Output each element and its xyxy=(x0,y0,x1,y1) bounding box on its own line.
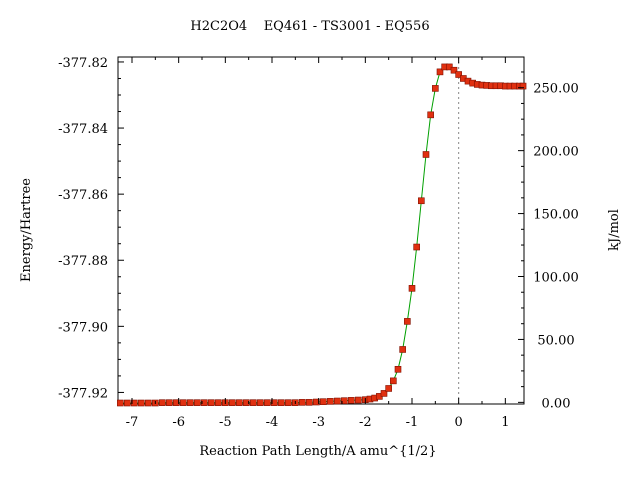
x-tick-label: 0 xyxy=(455,415,463,430)
data-point xyxy=(124,399,131,407)
chart-title: H2C2O4 EQ461 - TS3001 - EQ556 xyxy=(190,19,429,34)
data-point xyxy=(215,399,222,406)
y2-tick-label: 50.00 xyxy=(537,333,574,348)
x-axis-title: Reaction Path Length/A amu^{1/2} xyxy=(199,444,436,459)
data-point xyxy=(320,398,327,405)
data-point xyxy=(334,397,341,405)
data-point xyxy=(355,396,362,404)
y-tick-label: -377.84 xyxy=(58,122,108,137)
data-point xyxy=(285,399,292,406)
data-point xyxy=(208,399,215,406)
x-tick-label: -2 xyxy=(359,415,372,430)
data-point xyxy=(159,399,166,406)
data-point xyxy=(264,399,271,406)
y-tick-label: -377.92 xyxy=(58,386,108,401)
x-tick-label: -4 xyxy=(266,415,279,430)
data-point xyxy=(194,399,201,406)
y2-tick-label: 0.00 xyxy=(542,396,571,411)
data-point xyxy=(306,399,313,406)
x-tick-label: 1 xyxy=(501,415,509,430)
data-point xyxy=(450,66,458,74)
data-point xyxy=(380,390,388,397)
y-tick-label: -377.90 xyxy=(58,320,108,335)
data-point xyxy=(394,365,402,373)
y-tick-label: -377.86 xyxy=(58,188,108,203)
data-point xyxy=(390,377,397,385)
data-point xyxy=(385,385,392,392)
data-point xyxy=(341,397,348,404)
y2-tick-label: 100.00 xyxy=(533,271,579,286)
data-point xyxy=(236,399,243,406)
data-point xyxy=(404,318,411,325)
series-line xyxy=(120,66,524,404)
y2-tick-label: 200.00 xyxy=(533,145,579,160)
data-point xyxy=(187,399,194,406)
data-point xyxy=(145,399,152,407)
data-point xyxy=(408,285,416,292)
data-point xyxy=(250,399,257,406)
data-point xyxy=(519,82,527,90)
data-point xyxy=(131,399,138,407)
data-point xyxy=(432,85,439,92)
data-point xyxy=(313,398,320,406)
data-point xyxy=(422,151,430,158)
y2-tick-label: 150.00 xyxy=(533,208,579,223)
data-point xyxy=(117,399,124,407)
data-point xyxy=(180,399,187,406)
data-point xyxy=(243,399,250,406)
y-axis-title: Energy/Hartree xyxy=(19,178,34,282)
data-point xyxy=(436,68,444,76)
x-tick-label: -5 xyxy=(219,415,232,430)
x-tick-label: -7 xyxy=(126,415,139,430)
data-point xyxy=(138,399,145,407)
y-tick-label: -377.88 xyxy=(58,254,108,269)
data-point xyxy=(348,397,355,404)
data-point xyxy=(455,71,462,78)
x-tick-label: -6 xyxy=(172,415,185,430)
y2-tick-label: 250.00 xyxy=(533,82,579,97)
data-point xyxy=(166,399,173,406)
data-point xyxy=(418,197,425,205)
data-point xyxy=(413,243,420,251)
data-point xyxy=(278,399,285,406)
plot-frame xyxy=(117,56,525,405)
x-tick-label: -1 xyxy=(406,415,419,430)
data-point xyxy=(201,399,208,406)
data-point xyxy=(427,111,434,119)
data-point xyxy=(229,399,236,406)
data-point xyxy=(173,399,180,406)
data-point xyxy=(399,346,406,353)
x-tick-label: -3 xyxy=(312,415,325,430)
data-point xyxy=(446,63,453,71)
data-point xyxy=(257,399,264,406)
data-point xyxy=(299,399,306,406)
y-tick-label: -377.82 xyxy=(58,56,108,71)
data-point xyxy=(271,399,278,406)
data-point xyxy=(327,398,334,405)
y2-axis-title: kJ/mol xyxy=(607,209,622,251)
